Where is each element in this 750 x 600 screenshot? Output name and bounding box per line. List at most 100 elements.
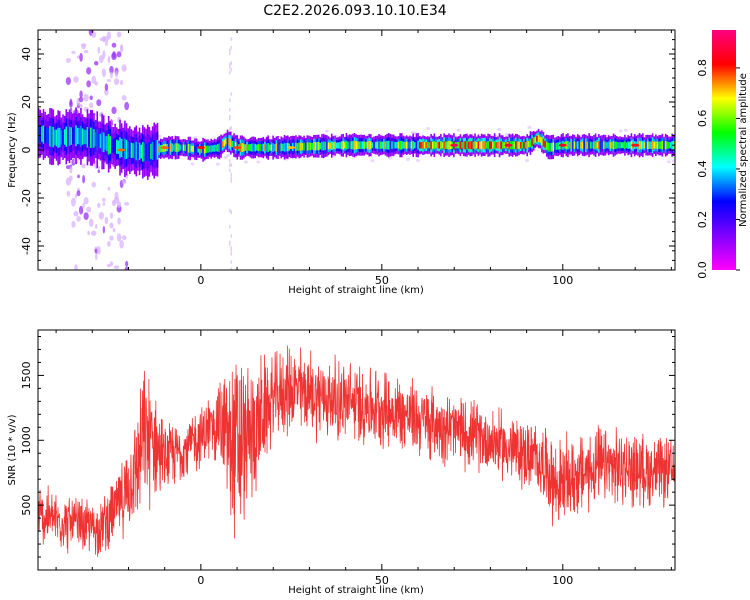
colorbar-tick-label: 0.0 (696, 261, 709, 279)
spectrogram-halo-cell (524, 159, 529, 163)
spectrogram-ridge-cell (146, 142, 149, 163)
spectrogram-ridge-cell (578, 141, 581, 149)
spectrogram-ridge-cell (544, 141, 546, 148)
spectrogram-ridge-cell (650, 141, 652, 150)
spectrogram-column-cell (230, 251, 233, 256)
colorbar-gradient (712, 30, 736, 270)
spectrogram-ridge-cell (94, 132, 97, 147)
spectrogram-marks (38, 30, 675, 270)
spectrogram-ridge-cell (319, 142, 322, 150)
spectrogram-ridge-cell (580, 142, 582, 149)
spectrogram-ridge-cell (363, 141, 366, 150)
spectrogram-ridge-cell (342, 141, 344, 150)
spectrogram-column-cell (230, 234, 233, 239)
spectrogram-ridge-cell (233, 140, 235, 150)
spectrogram-scatter-cell (109, 235, 114, 241)
spectrogram-ridge-cell (355, 141, 357, 150)
spectrogram-ridge-cell (379, 141, 382, 149)
spectrogram-ridge-cell (602, 141, 605, 150)
spectrogram-scatter-cell (65, 57, 71, 63)
spectrogram-ridge-cell (326, 141, 328, 150)
spectrogram-scatter-cell (113, 78, 120, 86)
spectrogram-scatter-cell (94, 224, 98, 229)
spectrogram-ridge-cell (643, 142, 646, 149)
spectrogram-ridge-cell (573, 141, 576, 149)
spectrogram-ridge-cell (102, 132, 105, 153)
spectrogram-scatter-cell (110, 71, 113, 79)
snr-y-tick-label: 500 (20, 495, 33, 516)
spectrogram-ridge-cell (443, 140, 445, 150)
spectrogram-ridge-cell (488, 141, 491, 150)
spectrogram-scatter-cell (112, 227, 116, 233)
spectrogram-ridge-cell (501, 141, 504, 149)
colorbar-tick-label: 0.2 (696, 211, 709, 229)
spectrogram-ridge-cell (353, 140, 356, 150)
spectrogram-ridge-cell (624, 141, 626, 150)
snr-x-axis-label: Height of straight line (km) (288, 585, 424, 596)
spectrogram-scatter-cell (101, 68, 106, 78)
spectrogram-halo-cell (193, 136, 198, 140)
spectrogram-scatter-cell (119, 239, 124, 249)
spectrogram-ridge-cell (503, 142, 506, 149)
spectrogram-scatter-cell (109, 212, 113, 219)
spectrogram-column-cell (230, 61, 233, 66)
spectrogram-ridge-cell (88, 128, 90, 147)
spectrogram-scatter-cell (86, 80, 91, 88)
spectrogram-ridge-cell (298, 142, 300, 151)
spectrogram-ridge-cell (52, 126, 55, 148)
spectrogram-ridge-cell (484, 141, 486, 150)
spectrogram-ridge-cell (423, 141, 426, 149)
spectrogram-ridge-cell (70, 127, 72, 145)
spectrogram-halo-cell (157, 134, 162, 138)
spectrogram-ridge-cell (277, 143, 279, 152)
spectrogram-scatter-cell (90, 230, 97, 236)
spectrogram-ridge-cell (572, 141, 574, 150)
spectrogram-ridge-cell (619, 141, 621, 149)
spectrogram-ridge-cell (213, 144, 216, 152)
spectrogram-ridge-cell (397, 141, 400, 149)
spectrogram-ridge-cell (617, 142, 620, 149)
spectrogram-ridge-cell (98, 133, 100, 148)
spectrogram-ridge-cell (396, 142, 398, 149)
spectrogram-ridge-cell (158, 146, 160, 153)
spectrogram-axis-ticks: 0 50 100 -40 -20 0 20 40 (20, 29, 675, 287)
spectrogram-ridge-cell (487, 140, 489, 150)
spectrogram-ridge-cell (536, 135, 538, 142)
spectrogram-ridge-cell (615, 141, 618, 149)
spectrogram-ridge-cell (181, 144, 183, 151)
spectrogram-column-cell (230, 126, 233, 131)
snr-axis-ticks: 0 50 100 500 1000 1500 (20, 330, 675, 587)
spectrogram-ridge-cell (172, 144, 175, 151)
spectrogram-ridge-cell (500, 141, 502, 149)
spectrogram-ridge-cell (461, 142, 463, 149)
spectrogram-scatter-cell (76, 216, 81, 222)
spectrogram-ridge-cell (539, 136, 542, 144)
spectrogram-column-cell (229, 116, 231, 121)
spectrogram-ridge-cell (45, 127, 48, 143)
spectrogram-ridge-cell (316, 142, 318, 151)
spectrogram-ridge-cell (107, 133, 110, 155)
spectrogram-ridge-cell (492, 141, 494, 149)
spectrogram-halo-cell (388, 156, 393, 160)
snr-x-tick-label: 50 (375, 574, 389, 587)
spectrogram-ridge-cell (117, 140, 120, 154)
spectrogram-ridge-cell (159, 145, 162, 153)
spectrogram-ridge-cell (524, 142, 527, 149)
spectrogram-column-cell (229, 127, 231, 132)
spectrogram-ridge-cell (38, 123, 40, 143)
spectrogram-ridge-cell (265, 143, 268, 152)
spectrogram-ridge-cell (495, 142, 498, 149)
spectrogram-scatter-cell (73, 210, 79, 217)
spectrogram-ridge-cell (203, 145, 206, 154)
spectrogram-ridge-cell (306, 142, 309, 151)
spectrogram-ridge-cell (190, 145, 193, 152)
spectrogram-ridge-cell (417, 140, 419, 150)
spectrogram-column-cell (229, 242, 231, 247)
spectrogram-ridge-cell (249, 143, 252, 152)
spectrogram-x-tick-label: 100 (552, 274, 573, 287)
spectrogram-ridge-cell (534, 136, 537, 143)
spectrogram-scatter-cell (104, 216, 109, 225)
spectrogram-column-cell (229, 163, 231, 168)
spectrogram-ridge-cell (656, 141, 659, 149)
